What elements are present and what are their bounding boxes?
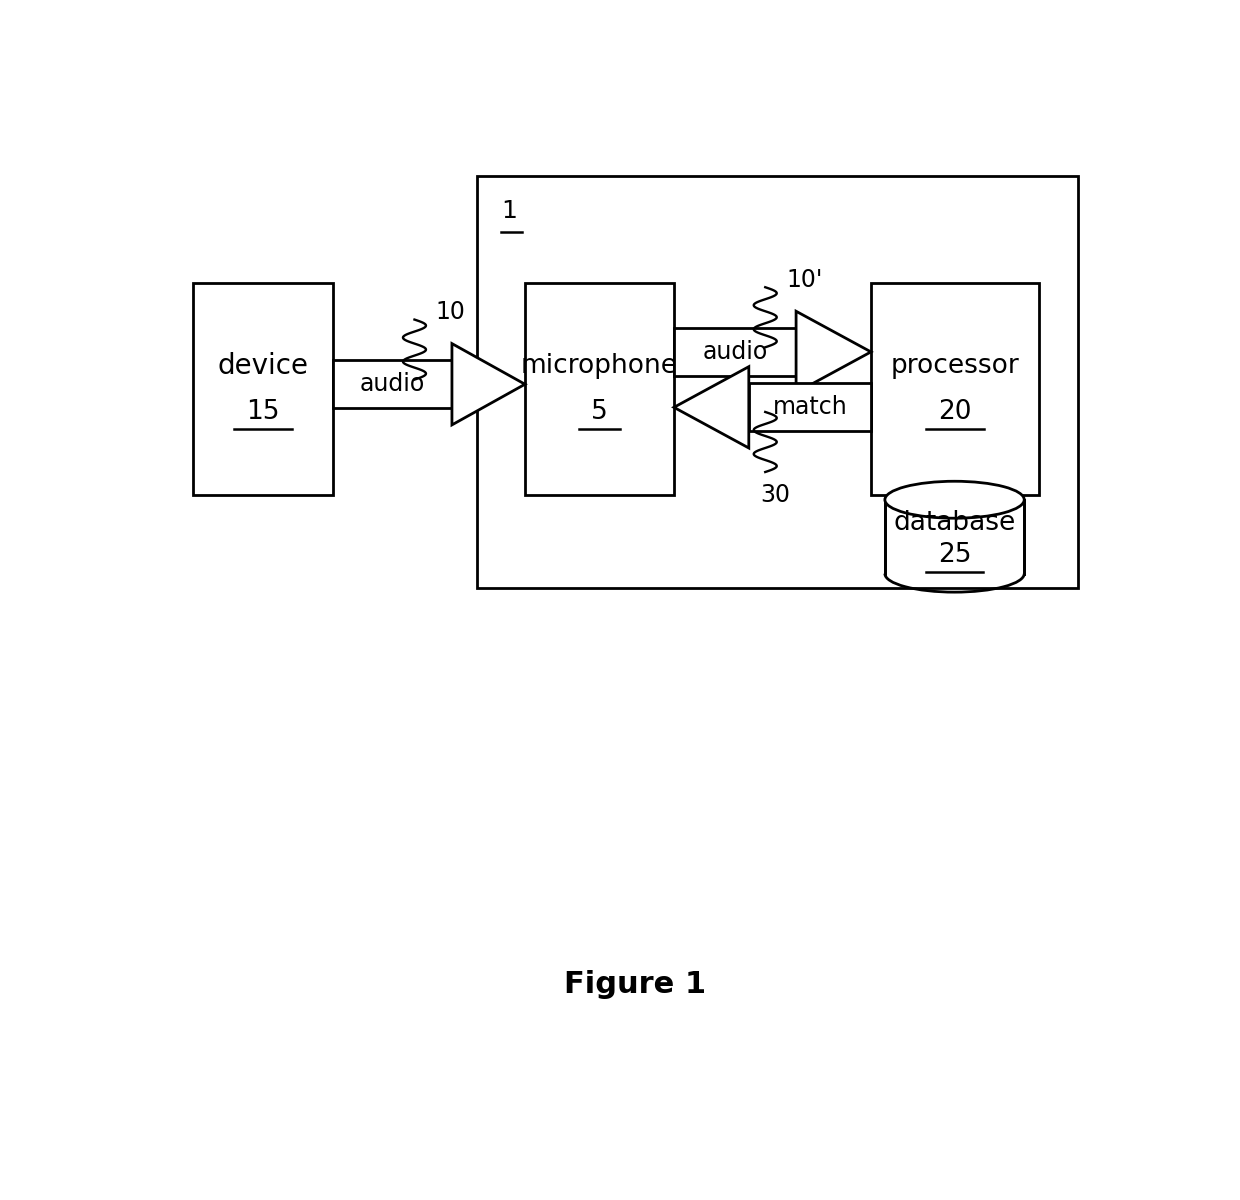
Polygon shape xyxy=(675,367,749,448)
Bar xyxy=(885,499,1024,574)
Text: Figure 1: Figure 1 xyxy=(564,971,707,1000)
Polygon shape xyxy=(332,360,451,408)
Bar xyxy=(870,282,1039,496)
Text: match: match xyxy=(773,395,847,419)
Text: 1: 1 xyxy=(501,199,517,223)
Text: database: database xyxy=(894,510,1016,536)
Text: 10: 10 xyxy=(435,300,465,324)
Bar xyxy=(477,176,1078,588)
Text: 25: 25 xyxy=(937,542,971,568)
Bar xyxy=(193,282,332,496)
Polygon shape xyxy=(675,328,796,376)
Ellipse shape xyxy=(885,481,1024,518)
Polygon shape xyxy=(451,343,525,425)
Text: microphone: microphone xyxy=(521,353,678,379)
Text: 5: 5 xyxy=(591,398,608,425)
Polygon shape xyxy=(749,383,870,431)
Bar xyxy=(525,282,675,496)
Text: 30: 30 xyxy=(760,484,790,508)
Polygon shape xyxy=(796,311,870,392)
Text: processor: processor xyxy=(890,353,1019,379)
Text: device: device xyxy=(217,352,309,379)
Text: 15: 15 xyxy=(247,398,280,425)
Text: 10': 10' xyxy=(786,268,823,292)
Text: 20: 20 xyxy=(939,398,972,425)
Text: audio: audio xyxy=(360,372,425,396)
Text: audio: audio xyxy=(702,340,768,364)
